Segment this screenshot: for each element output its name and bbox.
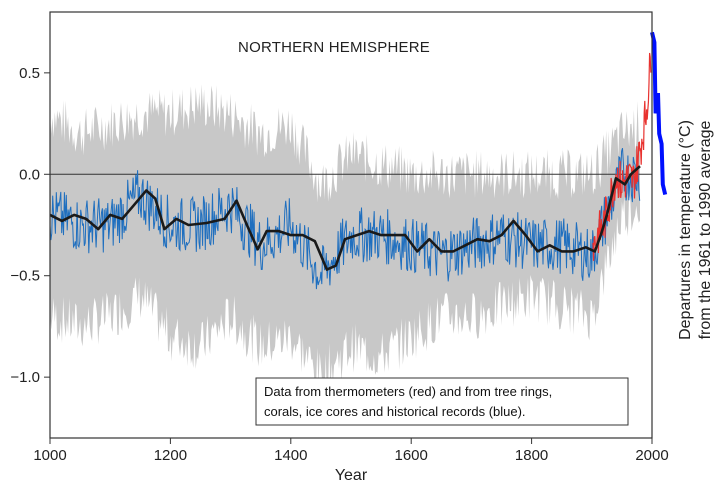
note-line-2: corals, ice cores and historical records… xyxy=(264,404,526,419)
x-tick-label: 1800 xyxy=(515,447,548,464)
smoothed-series-line xyxy=(49,165,641,271)
y-axis-ticks: −1.0 −0.5 0.0 0.5 xyxy=(10,65,50,386)
y-tick-label: 0.5 xyxy=(19,65,40,82)
accent-stroke-line xyxy=(650,31,668,196)
y-tick-label: −1.0 xyxy=(10,369,40,386)
plot-frame xyxy=(49,11,653,439)
note-box-frame xyxy=(255,377,629,426)
note-line-1: Data from thermometers (red) and from tr… xyxy=(264,384,552,399)
proxy-series-line xyxy=(49,148,641,290)
x-axis-label: Year xyxy=(335,467,368,484)
y-axis-label-line-2: from the 1961 to 1990 average xyxy=(697,120,714,339)
x-tick-label: 1200 xyxy=(154,447,187,464)
data-source-note: Data from thermometers (red) and from tr… xyxy=(255,377,629,426)
x-tick-label: 1000 xyxy=(33,447,66,464)
x-tick-label: 1400 xyxy=(274,447,307,464)
x-tick-label: 1600 xyxy=(395,447,428,464)
y-axis-label: Departures in temperature (°C) from the … xyxy=(677,120,714,340)
x-tick-label: 2000 xyxy=(635,447,668,464)
series-layer xyxy=(49,31,668,290)
y-tick-label: −0.5 xyxy=(10,268,40,285)
x-axis-ticks: 1000 1200 1400 1600 1800 2000 xyxy=(33,438,669,464)
y-tick-label: 0.0 xyxy=(19,166,40,183)
chart-title: NORTHERN HEMISPHERE xyxy=(238,39,430,56)
y-axis-label-line-1: Departures in temperature (°C) xyxy=(677,120,694,340)
